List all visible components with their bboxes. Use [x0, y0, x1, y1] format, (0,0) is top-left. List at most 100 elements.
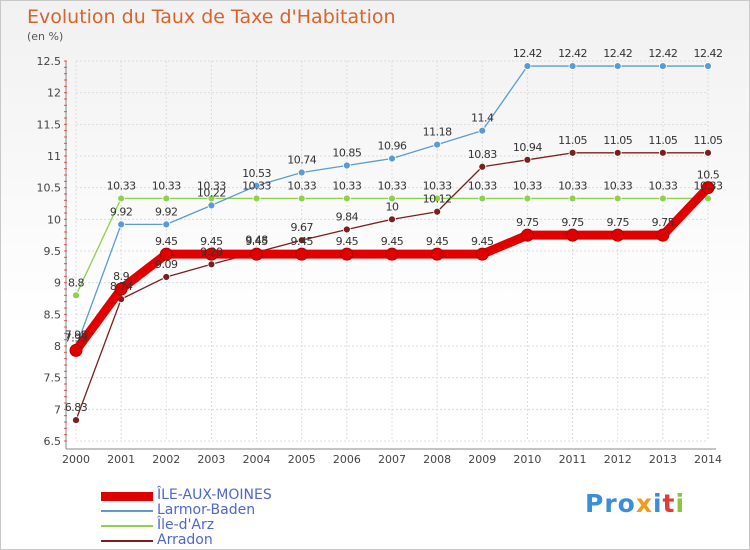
x-tick-label: 2003	[197, 453, 225, 466]
data-label: 10.5	[697, 169, 720, 182]
data-point	[523, 155, 532, 164]
data-point	[204, 247, 218, 261]
data-label: 11.05	[603, 134, 632, 147]
y-tick-label: 8.5	[44, 308, 62, 321]
data-label: 12.42	[603, 47, 632, 60]
x-tick-label: 2001	[107, 453, 135, 466]
y-tick-label: 6.5	[44, 435, 62, 448]
data-point	[159, 247, 173, 261]
data-point	[430, 247, 444, 261]
data-label: 8.74	[110, 280, 133, 293]
data-label: 10.33	[378, 179, 407, 192]
y-tick-label: 12	[47, 87, 61, 100]
data-point	[297, 236, 306, 245]
data-label: 7.93	[65, 331, 88, 344]
data-label: 10.53	[242, 167, 271, 180]
y-tick-label: 7.5	[44, 372, 62, 385]
data-point	[297, 168, 306, 177]
data-point	[566, 228, 580, 242]
data-label: 11.05	[558, 134, 587, 147]
y-tick-label: 10	[47, 213, 61, 226]
data-label: 8.9	[113, 270, 129, 283]
data-label: 10.33	[648, 179, 677, 192]
data-label: 10.33	[423, 179, 452, 192]
data-point	[568, 194, 577, 203]
data-label: 10.33	[332, 179, 361, 192]
data-point	[72, 416, 80, 425]
x-tick-label: 2007	[378, 453, 406, 466]
data-label: 9.67	[290, 221, 313, 234]
logo-part: Pro	[585, 489, 636, 518]
data-point	[117, 220, 126, 229]
data-label: 9.09	[155, 258, 178, 271]
data-point	[523, 62, 532, 70]
data-label: 12.42	[513, 47, 542, 60]
data-label: 9.75	[516, 216, 539, 229]
data-point	[701, 181, 715, 195]
y-tick-label: 11.5	[37, 118, 62, 131]
data-label: 9.75	[561, 216, 584, 229]
data-point	[72, 291, 80, 300]
data-point	[342, 194, 351, 203]
data-label: 10.33	[468, 179, 497, 192]
data-point	[568, 62, 577, 70]
x-tick-label: 2009	[468, 453, 496, 466]
data-label: 10.94	[513, 141, 542, 154]
data-point	[297, 194, 306, 203]
data-label: 9.75	[606, 216, 629, 229]
data-label: 10.33	[558, 179, 587, 192]
data-point	[252, 194, 261, 203]
data-label: 10.33	[107, 179, 136, 192]
data-point	[340, 247, 354, 261]
data-label: 9.45	[200, 235, 223, 248]
data-label: 8.8	[68, 276, 84, 289]
data-point	[656, 228, 670, 242]
data-label: 11.18	[423, 126, 452, 139]
legend-swatch	[101, 510, 153, 512]
data-point	[388, 194, 396, 203]
data-point	[117, 194, 126, 203]
x-tick-label: 2000	[62, 453, 90, 466]
data-point	[162, 273, 171, 281]
data-label: 9.45	[155, 235, 178, 248]
data-point	[162, 194, 171, 203]
logo-part: i	[652, 489, 663, 518]
data-point	[475, 247, 489, 261]
legend-swatch	[101, 525, 153, 527]
y-tick-label: 8	[54, 340, 61, 353]
data-label: 9.92	[155, 205, 178, 218]
data-label: 11.4	[471, 112, 494, 125]
y-tick-label: 7	[54, 403, 61, 416]
data-label: 10.33	[197, 179, 226, 192]
logo-part: i	[675, 489, 686, 518]
x-tick-label: 2004	[243, 453, 271, 466]
data-label: 9.48	[245, 233, 268, 246]
data-point	[207, 201, 216, 210]
data-point	[613, 148, 622, 157]
data-label: 10.33	[513, 179, 542, 192]
data-label: 9.45	[426, 235, 449, 248]
data-label: 7.98	[65, 328, 88, 341]
data-point	[252, 181, 261, 190]
x-tick-label: 2005	[288, 453, 316, 466]
data-point	[295, 247, 309, 261]
data-point	[658, 194, 667, 203]
data-label: 11.05	[648, 134, 677, 147]
data-label: 10.85	[332, 147, 361, 160]
data-label: 10.74	[287, 153, 316, 166]
data-point	[385, 247, 399, 261]
data-label: 10.33	[694, 179, 723, 192]
legend-label: ÎLE-AUX-MOINES	[157, 487, 272, 503]
x-tick-label: 2012	[604, 453, 632, 466]
data-label: 9.84	[336, 210, 359, 223]
x-tick-label: 2011	[559, 453, 587, 466]
data-point	[568, 148, 577, 157]
data-point	[704, 194, 712, 203]
data-label: 6.83	[65, 401, 88, 414]
data-label: 12.42	[694, 47, 723, 60]
data-label: 10.12	[423, 193, 452, 206]
data-label: 10.22	[197, 186, 226, 199]
x-tick-label: 2010	[513, 453, 541, 466]
data-label: 9.45	[245, 235, 268, 248]
